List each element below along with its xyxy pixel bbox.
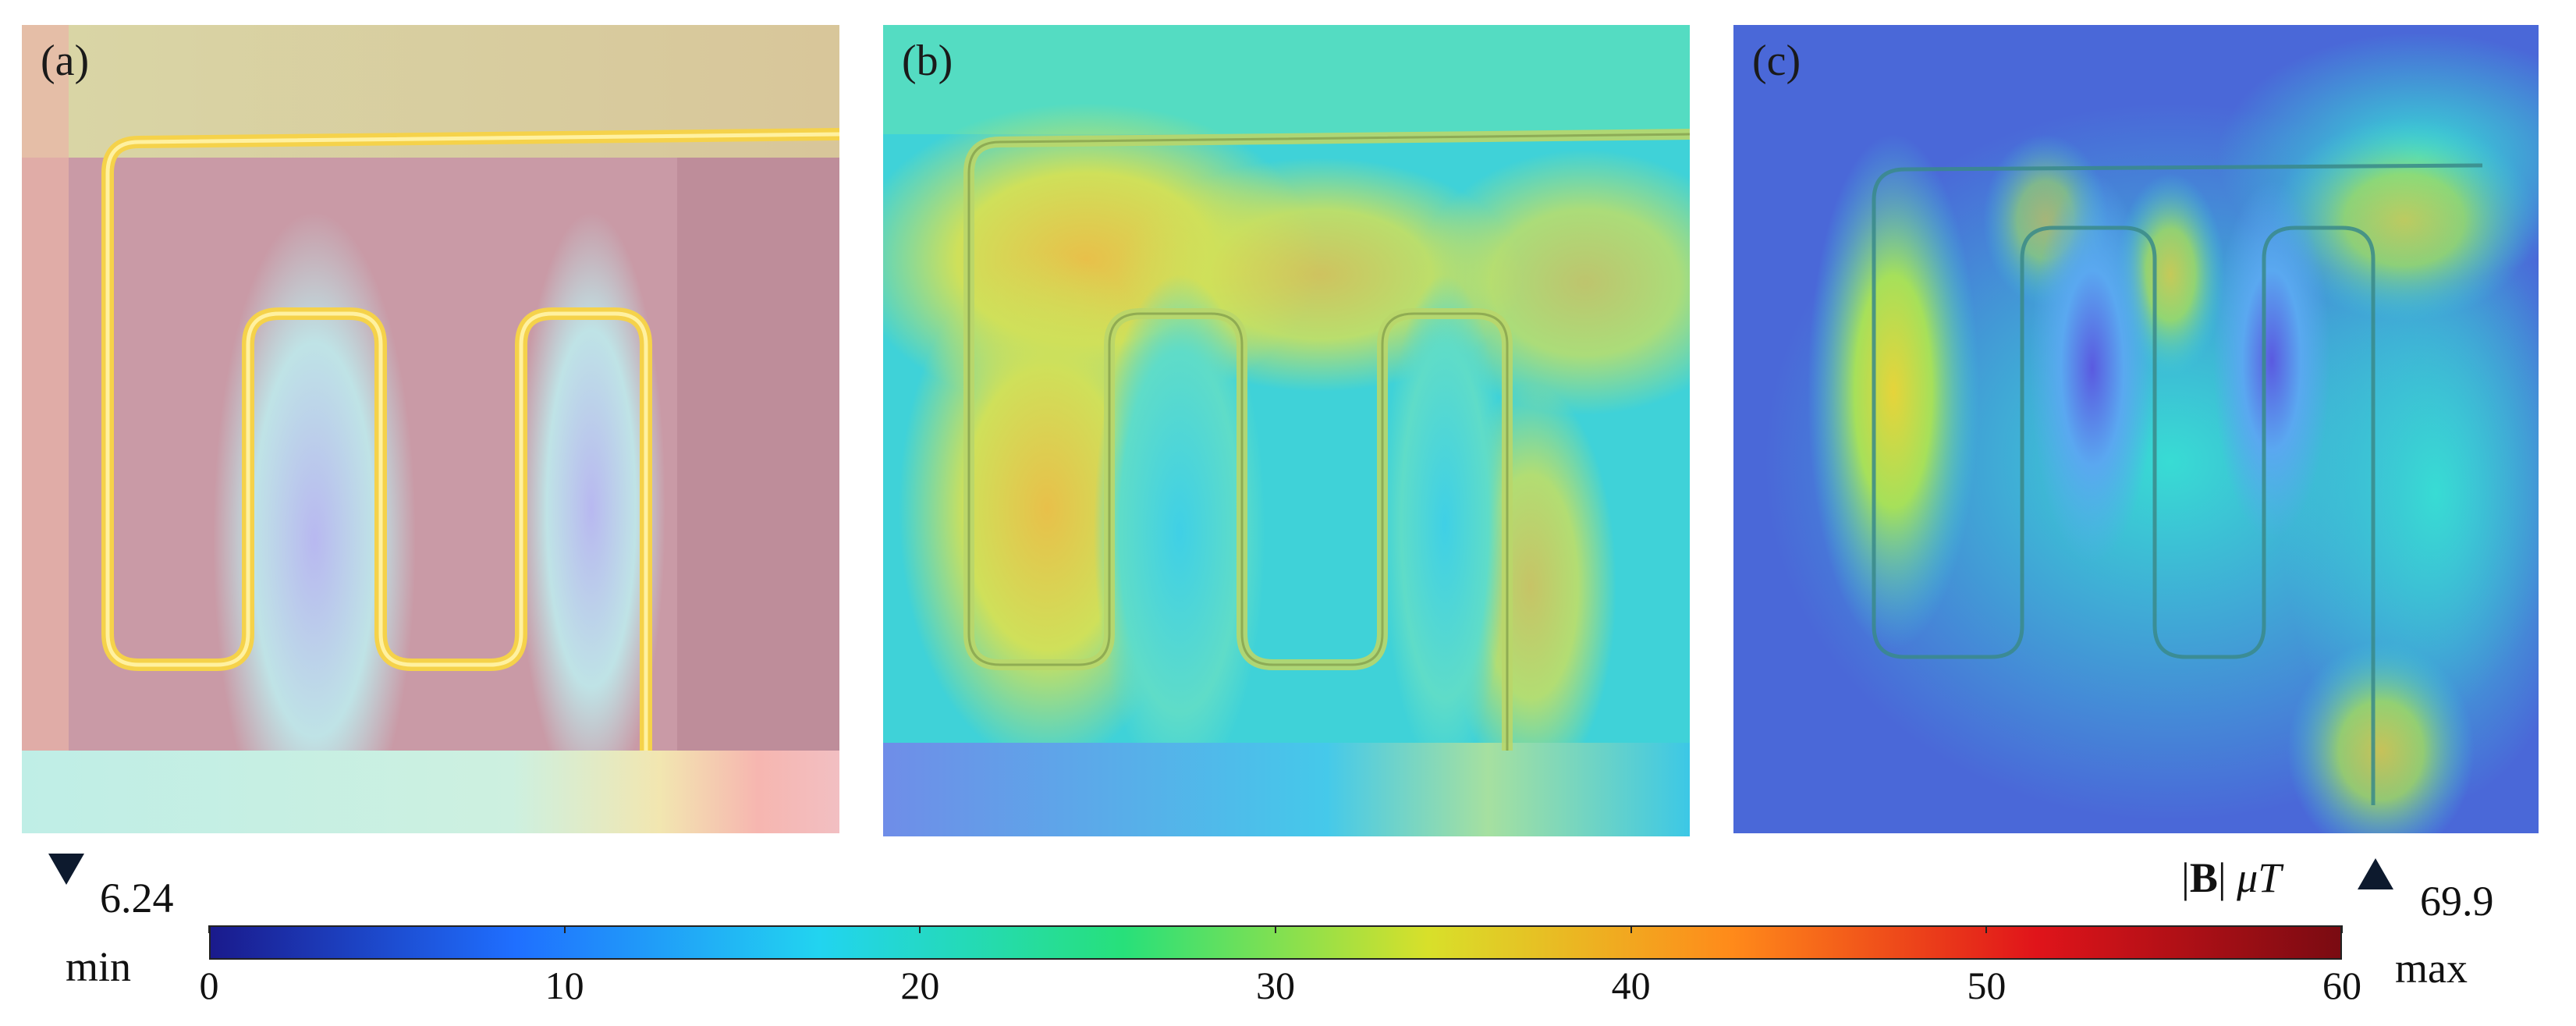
panel-a-label: (a) [41, 37, 90, 85]
colorbar-tick-mark [1630, 925, 1632, 933]
colorbar-tick-label: 0 [199, 964, 219, 1007]
colorbar-tick-label: 40 [1611, 964, 1651, 1007]
panel-b-label: (b) [902, 37, 953, 85]
colorbar-title-symbol: B [2189, 854, 2218, 901]
panel-a: (a) [22, 25, 839, 833]
max-label: max [2395, 945, 2468, 992]
colorbar-title: |B| μT [2181, 854, 2282, 901]
colorbar-tick-mark [1985, 925, 1988, 933]
colorbar-tick-mark [919, 925, 921, 933]
min-label: min [66, 943, 132, 990]
panel-a-fieldmap [22, 25, 839, 833]
colorbar-tick-mark [1275, 925, 1276, 933]
colorbar-gradient [209, 925, 2342, 960]
panel-c: (c) [1733, 25, 2539, 833]
colorbar-tick-label: 20 [900, 964, 940, 1007]
colorbar-tick-label: 10 [545, 964, 584, 1007]
colorbar-tick-mark [208, 925, 210, 933]
colorbar-tick-mark [563, 925, 566, 933]
min-marker-icon [48, 854, 84, 885]
colorbar-tick-label: 60 [2322, 964, 2361, 1007]
panel-b: (b) [883, 25, 1690, 836]
colorbar-tick-mark [2341, 925, 2343, 933]
panel-c-fieldmap [1733, 25, 2539, 833]
colorbar-title-unit: μT [2237, 854, 2282, 901]
max-value: 69.9 [2420, 878, 2494, 925]
min-value: 6.24 [100, 875, 174, 921]
panel-c-label: (c) [1752, 37, 1801, 85]
colorbar-tick-label: 50 [1967, 964, 2007, 1007]
panel-b-fieldmap [883, 25, 1690, 836]
colorbar-tick-label: 30 [1256, 964, 1295, 1007]
max-marker-icon [2358, 858, 2393, 889]
